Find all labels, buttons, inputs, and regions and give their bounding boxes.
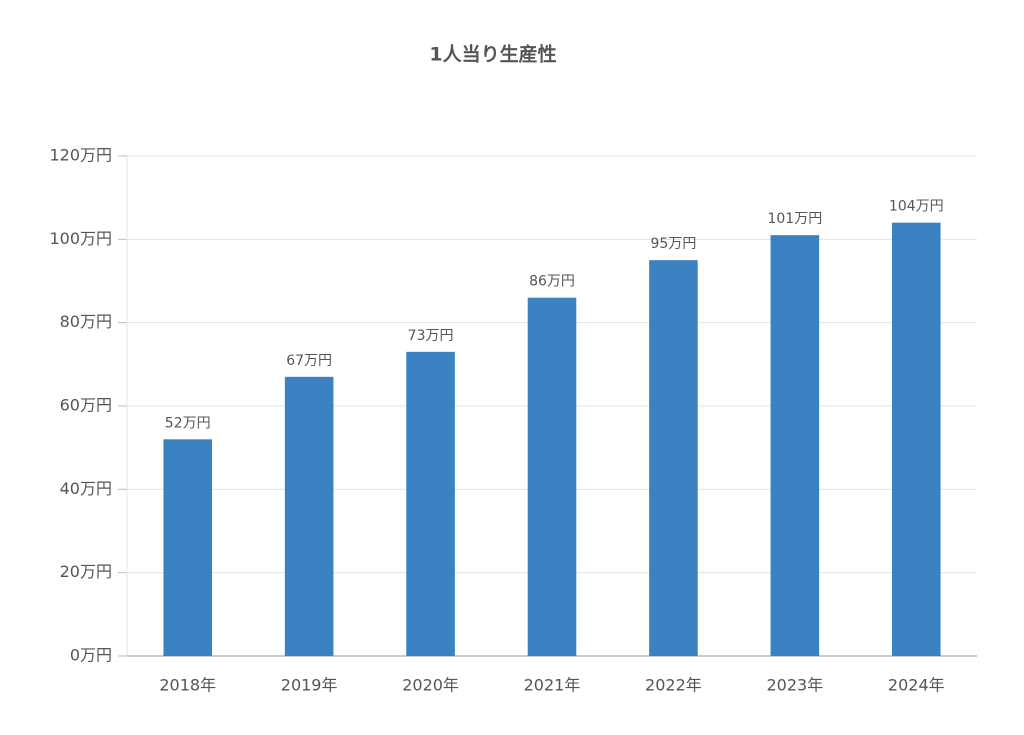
x-tick-label: 2019年	[281, 676, 338, 695]
value-label: 52万円	[165, 415, 211, 431]
bar	[649, 260, 698, 656]
value-label: 95万円	[651, 236, 697, 252]
x-tick-label: 2023年	[766, 676, 823, 695]
bar	[163, 439, 212, 656]
value-label: 67万円	[286, 353, 332, 369]
chart-title: 1人当り生産性	[429, 43, 556, 66]
value-label: 86万円	[529, 274, 575, 290]
x-tick-label: 2018年	[159, 676, 216, 695]
bar	[527, 297, 577, 656]
bar	[284, 376, 334, 656]
bar	[892, 222, 941, 656]
x-tick-label: 2024年	[888, 676, 945, 695]
y-tick-label: 100万円	[49, 229, 112, 248]
value-label: 101万円	[767, 211, 822, 227]
y-tick-label: 120万円	[49, 146, 112, 165]
bar	[770, 235, 820, 656]
x-tick-label: 2021年	[524, 676, 581, 695]
y-tick-label: 40万円	[60, 479, 112, 498]
y-tick-label: 60万円	[60, 396, 112, 415]
y-tick-label: 80万円	[60, 312, 112, 331]
value-label: 104万円	[889, 199, 944, 215]
x-tick-label: 2022年	[645, 676, 702, 695]
x-tick-label: 2020年	[402, 676, 459, 695]
y-tick-label: 0万円	[70, 646, 112, 665]
y-tick-label: 20万円	[60, 562, 112, 581]
value-label: 73万円	[408, 328, 454, 344]
bar	[406, 351, 455, 656]
